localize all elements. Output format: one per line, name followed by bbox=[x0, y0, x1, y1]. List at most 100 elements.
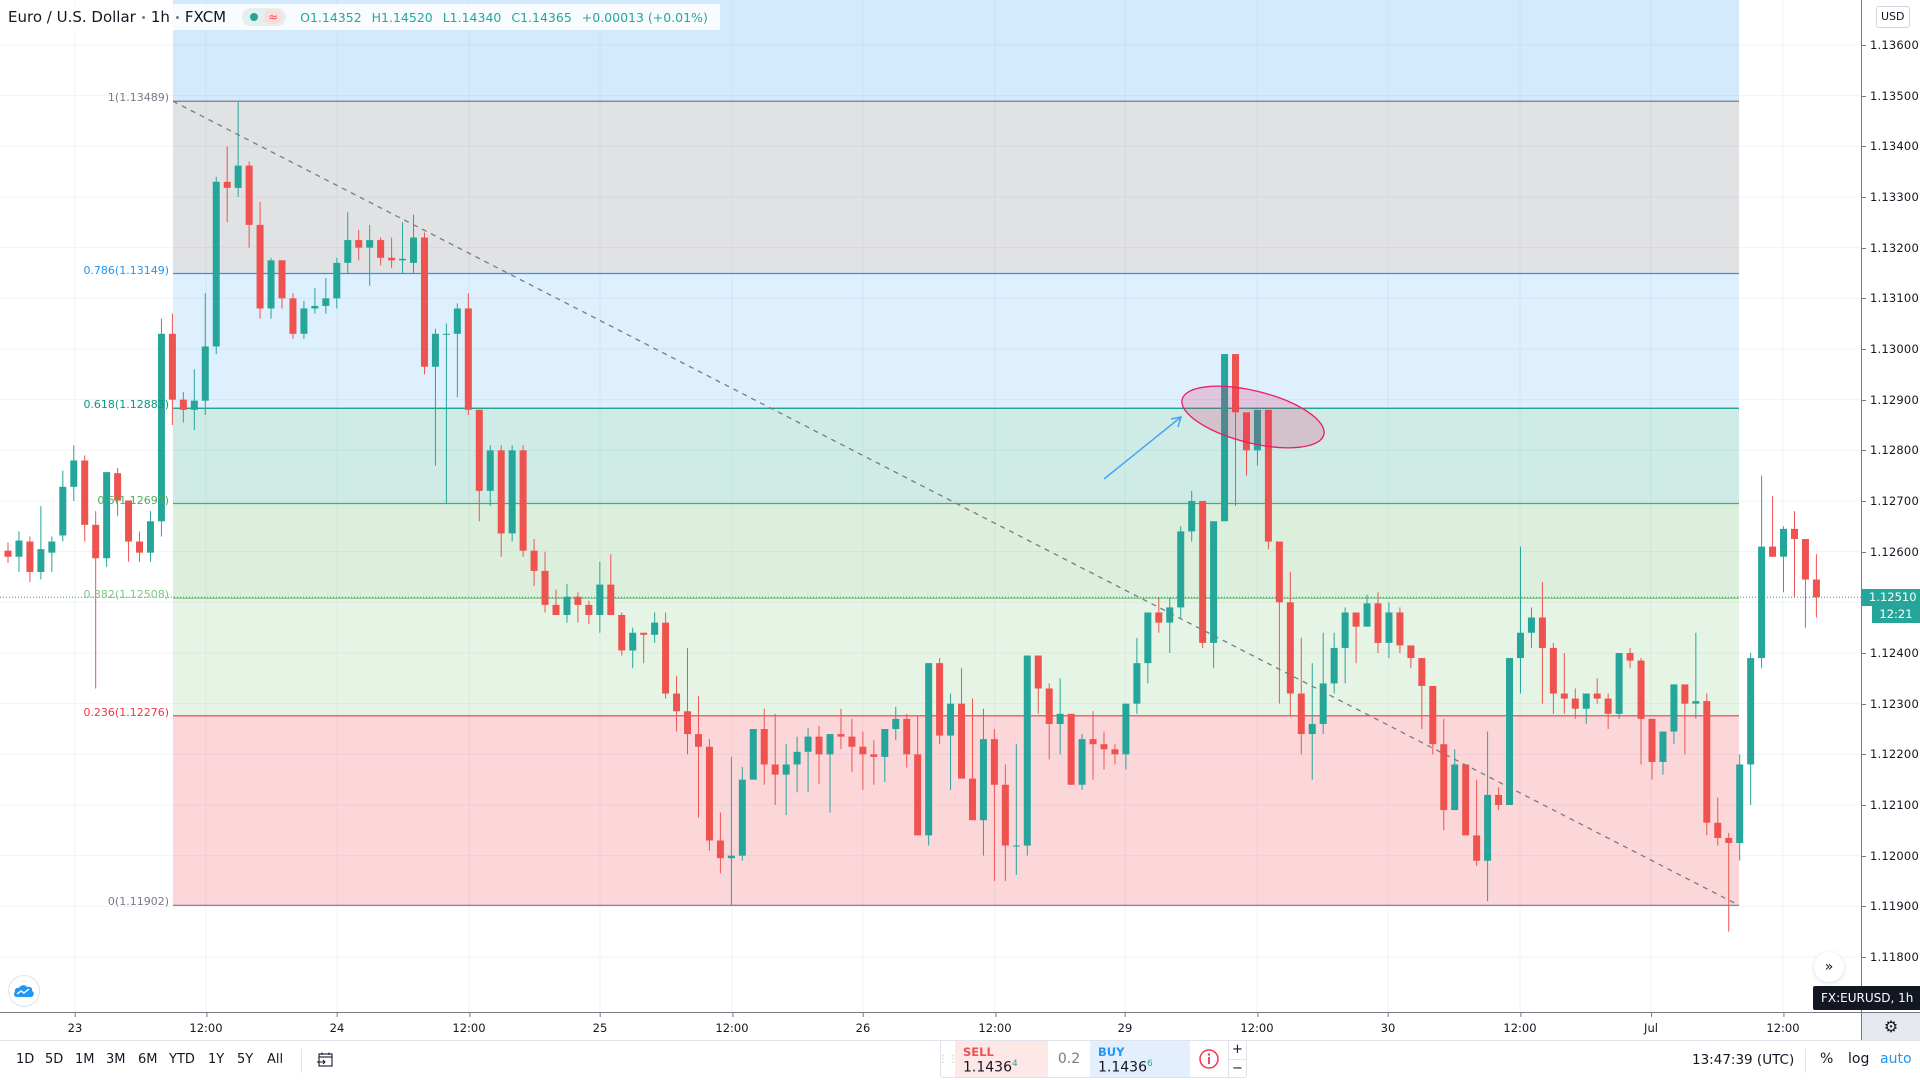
range-1d-button[interactable]: 1D bbox=[16, 1052, 35, 1067]
candle bbox=[59, 486, 67, 536]
buy-button[interactable]: BUY 1.14366 bbox=[1090, 1041, 1190, 1077]
candle bbox=[1637, 660, 1645, 719]
quantity-stepper[interactable]: + − bbox=[1228, 1041, 1246, 1077]
candle bbox=[1812, 579, 1820, 598]
candle bbox=[4, 550, 12, 557]
candle bbox=[662, 622, 670, 694]
exchange-label[interactable]: FXCM bbox=[184, 8, 227, 26]
candle bbox=[1012, 845, 1020, 847]
fib-zone bbox=[173, 408, 1739, 504]
range-1y-button[interactable]: 1Y bbox=[208, 1052, 225, 1067]
scroll-to-realtime-button[interactable]: » bbox=[1814, 952, 1844, 982]
candle bbox=[289, 298, 297, 334]
candle bbox=[1177, 531, 1185, 608]
info-circle-icon bbox=[1199, 1049, 1219, 1069]
candle bbox=[1429, 685, 1437, 745]
candle bbox=[1560, 693, 1568, 699]
price-axis[interactable]: 1.13600 1.13500 1.13400 1.13300 1.13200 1.131… bbox=[1861, 0, 1920, 1012]
candle bbox=[1440, 744, 1448, 811]
symbol-title[interactable]: Euro / U.S. Dollar bbox=[8, 8, 136, 26]
range-5y-button[interactable]: 5Y bbox=[237, 1052, 254, 1067]
price-tick: 1.12800 bbox=[1862, 443, 1919, 457]
time-tick: 12:00 bbox=[1766, 1013, 1800, 1035]
candle bbox=[1758, 546, 1766, 659]
arrow-drawing[interactable] bbox=[1103, 416, 1182, 480]
percent-scale-toggle[interactable]: % bbox=[1820, 1051, 1834, 1067]
candle bbox=[804, 736, 812, 752]
buy-price: 1.14366 bbox=[1098, 1059, 1153, 1076]
currency-badge[interactable]: USD bbox=[1876, 6, 1910, 28]
price-tick: 1.13300 bbox=[1862, 190, 1919, 204]
auto-scale-toggle[interactable]: auto bbox=[1880, 1051, 1912, 1067]
fib-zone bbox=[173, 273, 1739, 409]
range-ytd-button[interactable]: YTD bbox=[169, 1052, 195, 1067]
range-3m-button[interactable]: 3M bbox=[106, 1052, 126, 1067]
candle bbox=[1692, 701, 1700, 704]
fib-trend-line[interactable] bbox=[172, 100, 1740, 906]
time-tick: 12:00 bbox=[715, 1013, 749, 1035]
log-scale-toggle[interactable]: log bbox=[1848, 1051, 1870, 1067]
candle bbox=[552, 604, 560, 616]
candle bbox=[1232, 354, 1240, 413]
utc-clock[interactable]: 13:47:39 (UTC) bbox=[1692, 1052, 1795, 1068]
candle bbox=[793, 751, 801, 765]
candle bbox=[48, 541, 56, 553]
range-6m-button[interactable]: 6M bbox=[138, 1052, 158, 1067]
time-axis[interactable]: 23 12:00 24 12:00 25 12:00 26 12:00 29 12:00 30 12:… bbox=[0, 1012, 1861, 1040]
chart-settings-button[interactable]: ⚙ bbox=[1861, 1012, 1920, 1040]
candle bbox=[1549, 647, 1557, 694]
tradingview-logo-button[interactable] bbox=[8, 975, 40, 1007]
drag-handle[interactable]: ⋮⋮ bbox=[938, 1053, 958, 1065]
candle bbox=[903, 718, 911, 755]
time-tick: 12:00 bbox=[189, 1013, 223, 1035]
candle bbox=[267, 260, 275, 309]
candle bbox=[618, 615, 626, 651]
interval-label[interactable]: 1h bbox=[150, 8, 170, 26]
double-chevron-right-icon: » bbox=[1824, 959, 1834, 975]
range-1m-button[interactable]: 1M bbox=[75, 1052, 95, 1067]
candle bbox=[179, 399, 187, 410]
spread-value: 0.2 bbox=[1057, 1051, 1081, 1067]
chart-plot-area[interactable] bbox=[0, 0, 1861, 1012]
decrease-button[interactable]: − bbox=[1232, 1060, 1243, 1076]
candle bbox=[1670, 684, 1678, 732]
candle bbox=[1396, 612, 1404, 646]
candle bbox=[694, 734, 702, 747]
candle bbox=[201, 346, 209, 401]
candlestick-chart[interactable] bbox=[0, 0, 1861, 1012]
candle bbox=[760, 729, 768, 765]
symbol-legend[interactable]: Euro / U.S. Dollar 1h FXCM ≈ O1.14352 H1… bbox=[0, 4, 720, 30]
range-5d-button[interactable]: 5D bbox=[45, 1052, 64, 1067]
candle bbox=[311, 305, 319, 309]
price-tick: 1.12200 bbox=[1862, 747, 1919, 761]
candle bbox=[388, 257, 396, 261]
candle bbox=[366, 240, 374, 248]
candle bbox=[92, 524, 100, 559]
candle bbox=[574, 596, 582, 605]
range-all-button[interactable]: All bbox=[267, 1052, 284, 1067]
candle bbox=[1516, 632, 1524, 659]
candle bbox=[1703, 701, 1711, 823]
ellipse-drawing[interactable] bbox=[1176, 374, 1330, 460]
price-tick: 1.13600 bbox=[1862, 38, 1919, 52]
market-status-badge[interactable]: ≈ bbox=[242, 8, 287, 26]
candle bbox=[1801, 539, 1809, 580]
candle bbox=[1330, 647, 1338, 684]
fib-level-label: 0.618(1.12883) bbox=[83, 398, 169, 412]
fib-zone bbox=[173, 715, 1739, 906]
candle bbox=[1506, 658, 1514, 806]
time-tick: 12:00 bbox=[1240, 1013, 1274, 1035]
candle bbox=[1626, 653, 1634, 661]
candle bbox=[399, 258, 407, 261]
info-button[interactable] bbox=[1190, 1041, 1228, 1077]
sell-button[interactable]: SELL 1.14364 bbox=[955, 1041, 1048, 1077]
candle bbox=[1615, 653, 1623, 714]
candle bbox=[464, 308, 472, 410]
fib-level-label: 0.236(1.12276) bbox=[83, 705, 169, 719]
time-tick: 23 bbox=[67, 1013, 83, 1035]
buy-label: BUY bbox=[1098, 1045, 1125, 1059]
goto-date-button[interactable] bbox=[316, 1051, 334, 1073]
candle bbox=[1462, 764, 1470, 836]
candle bbox=[70, 460, 78, 487]
increase-button[interactable]: + bbox=[1229, 1041, 1246, 1060]
